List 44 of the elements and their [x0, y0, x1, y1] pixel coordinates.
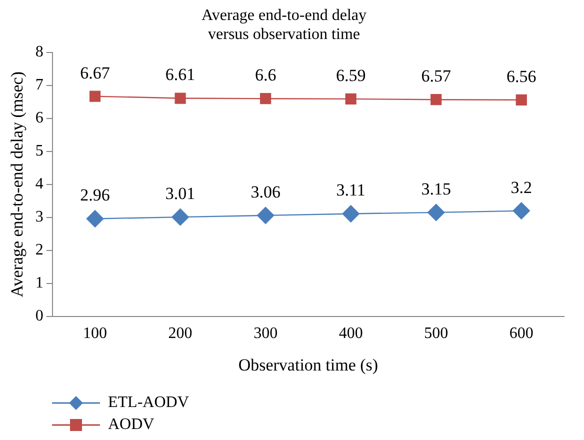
point: [342, 205, 360, 222]
y-tick-label: 2: [35, 242, 44, 259]
point: [430, 94, 442, 106]
x-tick-label: 600: [509, 325, 534, 342]
x-tick-label: 400: [338, 325, 363, 342]
x-tick-label: 200: [168, 325, 192, 342]
legend-label: ETL-AODV: [108, 394, 189, 412]
y-tick-label: 8: [35, 44, 44, 61]
x-tick-label: 500: [424, 325, 448, 342]
data-label: 6.59: [336, 66, 366, 85]
chart-title: Average end-to-end delay versus observation time: [202, 6, 366, 44]
data-label: 6.56: [506, 66, 536, 86]
y-tick-label: 6: [35, 110, 44, 127]
point: [516, 94, 527, 106]
y-tick-label: 1: [35, 274, 44, 292]
y-tick-label: 5: [35, 142, 44, 160]
y-tick-label: 3: [35, 208, 44, 226]
data-label: 2.96: [80, 186, 110, 205]
data-label: 3.15: [421, 179, 451, 198]
data-label: 6.67: [80, 63, 110, 82]
y-tick-label: 4: [35, 176, 44, 193]
point: [89, 90, 101, 102]
y-tick-label: 7: [35, 76, 44, 94]
point: [172, 208, 189, 226]
point: [86, 210, 104, 228]
data-label: 6.6: [254, 66, 276, 85]
point: [260, 93, 272, 104]
data-label: 3.06: [250, 182, 280, 202]
y-axis-title: Average end-to-end delay (msec): [8, 72, 27, 298]
point: [345, 93, 356, 104]
legend-label: AODV: [108, 416, 154, 434]
data-label: 3.11: [336, 180, 366, 200]
x-tick-label: 100: [83, 325, 108, 342]
x-axis-title: Observation time (s): [238, 355, 378, 374]
point: [256, 206, 274, 224]
point: [174, 92, 186, 104]
point: [428, 204, 445, 222]
data-label: 6.61: [165, 65, 196, 84]
data-label: 3.2: [510, 178, 532, 197]
point: [512, 202, 530, 220]
data-label: 3.01: [165, 184, 196, 204]
data-label: 6.57: [421, 66, 452, 86]
y-tick-label: 0: [35, 308, 44, 325]
x-tick-label: 300: [254, 325, 278, 342]
